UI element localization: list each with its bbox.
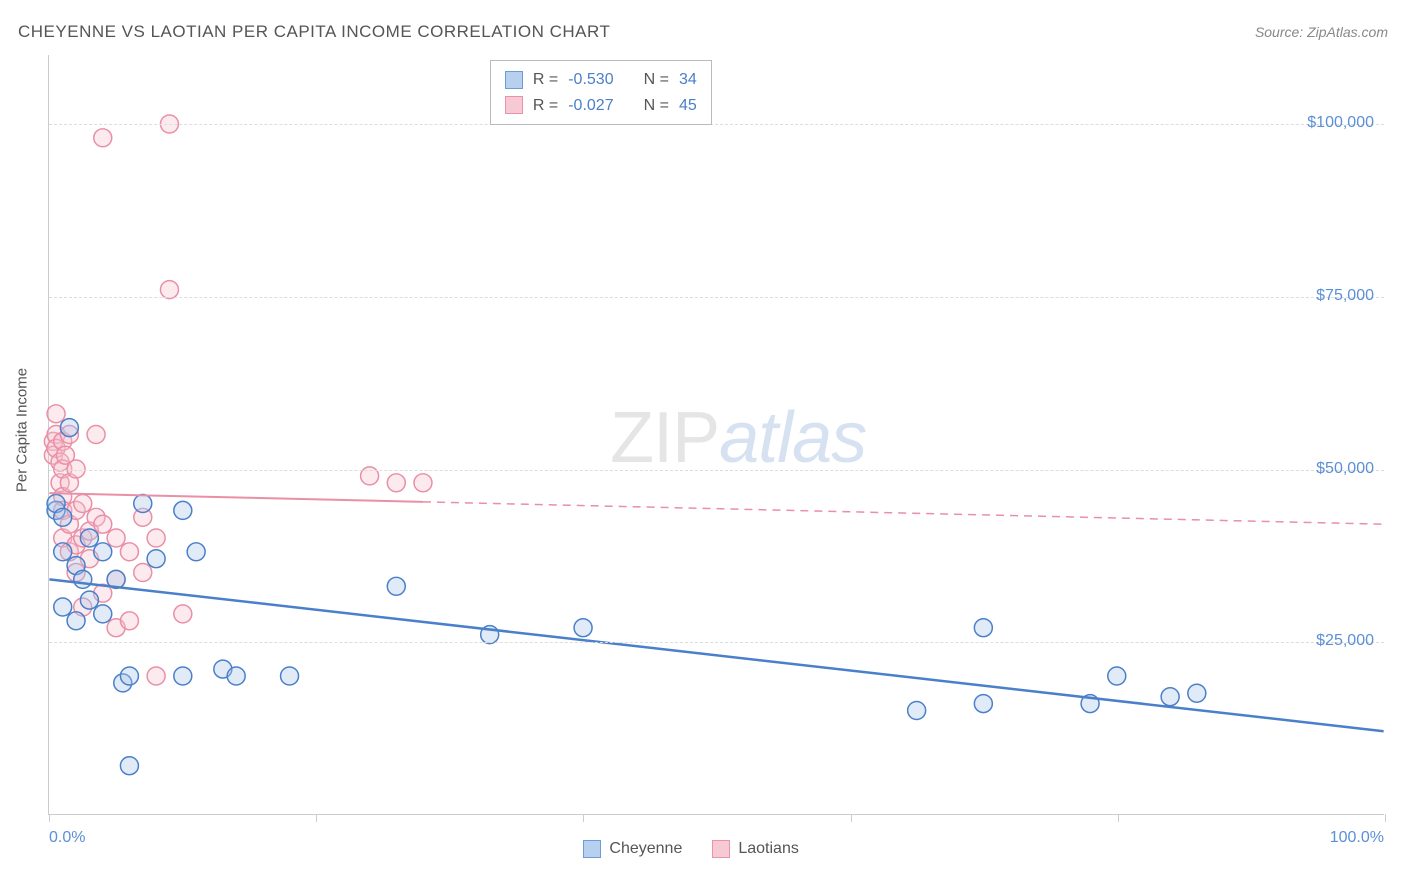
scatter-point-cheyenne (574, 619, 592, 637)
regression-line-laotians (49, 493, 423, 502)
scatter-point-laotians (120, 543, 138, 561)
scatter-point-cheyenne (281, 667, 299, 685)
scatter-point-cheyenne (80, 591, 98, 609)
series-legend-item-cheyenne: Cheyenne (583, 840, 682, 858)
scatter-point-cheyenne (54, 508, 72, 526)
y-tick-label: $50,000 (1254, 460, 1374, 478)
scatter-point-cheyenne (147, 550, 165, 568)
r-value-laotians: -0.027 (568, 93, 613, 119)
x-tick (49, 814, 50, 822)
gridline (49, 124, 1384, 125)
n-label: N = (644, 67, 669, 93)
gridline (49, 642, 1384, 643)
scatter-point-cheyenne (1108, 667, 1126, 685)
stats-legend-row-cheyenne: R = -0.530 N = 34 (505, 67, 697, 93)
y-axis-title: Per Capita Income (14, 368, 31, 492)
scatter-point-cheyenne (54, 543, 72, 561)
stats-legend-row-laotians: R = -0.027 N = 45 (505, 93, 697, 119)
scatter-point-laotians (147, 667, 165, 685)
scatter-point-cheyenne (187, 543, 205, 561)
scatter-point-cheyenne (387, 577, 405, 595)
legend-swatch-cheyenne (583, 840, 601, 858)
y-tick-label: $25,000 (1254, 632, 1374, 650)
scatter-point-laotians (174, 605, 192, 623)
x-tick (851, 814, 852, 822)
x-tick (316, 814, 317, 822)
x-tick (1118, 814, 1119, 822)
scatter-point-cheyenne (174, 667, 192, 685)
scatter-point-cheyenne (120, 757, 138, 775)
gridline (49, 297, 1384, 298)
y-tick-label: $100,000 (1254, 114, 1374, 132)
scatter-point-laotians (147, 529, 165, 547)
scatter-point-cheyenne (908, 702, 926, 720)
scatter-point-laotians (47, 405, 65, 423)
scatter-point-laotians (94, 129, 112, 147)
legend-swatch-cheyenne (505, 71, 523, 89)
scatter-point-cheyenne (94, 605, 112, 623)
scatter-point-cheyenne (80, 529, 98, 547)
series-legend: Cheyenne Laotians (583, 840, 798, 858)
scatter-point-cheyenne (227, 667, 245, 685)
n-value-cheyenne: 34 (679, 67, 697, 93)
scatter-point-cheyenne (67, 612, 85, 630)
scatter-point-laotians (107, 529, 125, 547)
scatter-point-laotians (120, 612, 138, 630)
chart-svg (49, 55, 1384, 814)
scatter-point-cheyenne (974, 619, 992, 637)
scatter-point-laotians (94, 515, 112, 533)
series-legend-item-laotians: Laotians (712, 840, 799, 858)
scatter-point-cheyenne (174, 501, 192, 519)
stats-legend: R = -0.530 N = 34 R = -0.027 N = 45 (490, 60, 712, 125)
legend-swatch-laotians (505, 96, 523, 114)
regression-line-dashed-laotians (423, 502, 1384, 524)
y-tick-label: $75,000 (1254, 287, 1374, 305)
series-label-cheyenne: Cheyenne (609, 840, 682, 858)
scatter-point-laotians (414, 474, 432, 492)
scatter-point-cheyenne (134, 495, 152, 513)
plot-area: $25,000$50,000$75,000$100,0000.0%100.0%Z… (48, 55, 1384, 815)
chart-header: CHEYENNE VS LAOTIAN PER CAPITA INCOME CO… (18, 22, 1388, 42)
scatter-point-laotians (87, 426, 105, 444)
chart-title: CHEYENNE VS LAOTIAN PER CAPITA INCOME CO… (18, 22, 610, 42)
scatter-point-cheyenne (74, 570, 92, 588)
r-label: R = (533, 67, 558, 93)
x-tick-label-min: 0.0% (49, 829, 85, 847)
x-tick (583, 814, 584, 822)
scatter-point-laotians (74, 495, 92, 513)
x-tick-label-max: 100.0% (1330, 829, 1384, 847)
x-tick (1385, 814, 1386, 822)
scatter-point-cheyenne (120, 667, 138, 685)
r-value-cheyenne: -0.530 (568, 67, 613, 93)
regression-line-cheyenne (49, 579, 1383, 731)
scatter-point-cheyenne (1188, 684, 1206, 702)
n-label: N = (644, 93, 669, 119)
series-label-laotians: Laotians (738, 840, 799, 858)
chart-source: Source: ZipAtlas.com (1255, 24, 1388, 40)
n-value-laotians: 45 (679, 93, 697, 119)
scatter-point-cheyenne (974, 695, 992, 713)
gridline (49, 470, 1384, 471)
scatter-point-cheyenne (54, 598, 72, 616)
legend-swatch-laotians (712, 840, 730, 858)
scatter-point-laotians (134, 564, 152, 582)
r-label: R = (533, 93, 558, 119)
scatter-point-cheyenne (1161, 688, 1179, 706)
scatter-point-laotians (387, 474, 405, 492)
scatter-point-cheyenne (60, 419, 78, 437)
scatter-point-cheyenne (94, 543, 112, 561)
